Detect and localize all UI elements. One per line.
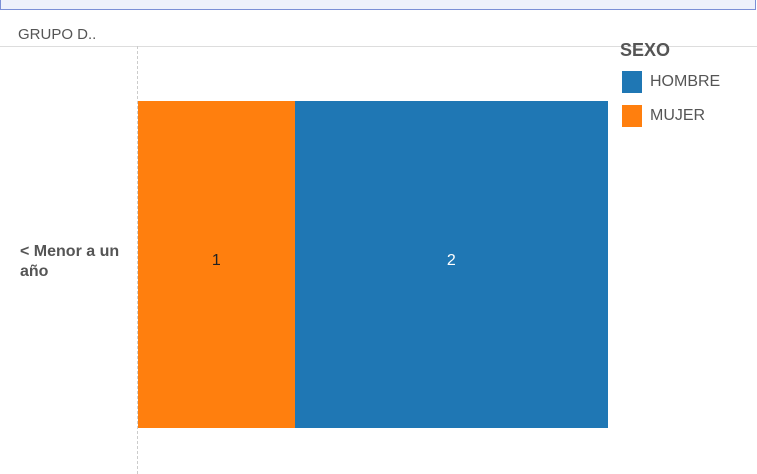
divider [0,46,757,47]
row-header: GRUPO D.. [18,26,97,43]
top-bar [0,0,756,10]
legend-swatch [622,105,642,127]
legend-label: HOMBRE [650,73,721,90]
axis-line [137,46,138,474]
legend-swatch [622,71,642,93]
bar [138,101,295,428]
category-label: < Menor a un año [20,243,120,280]
legend-label: MUJER [650,107,706,124]
data-label: 2 [446,252,456,269]
data-label: 1 [211,252,221,269]
bar [294,101,608,428]
legend-title: SEXO [620,40,671,60]
